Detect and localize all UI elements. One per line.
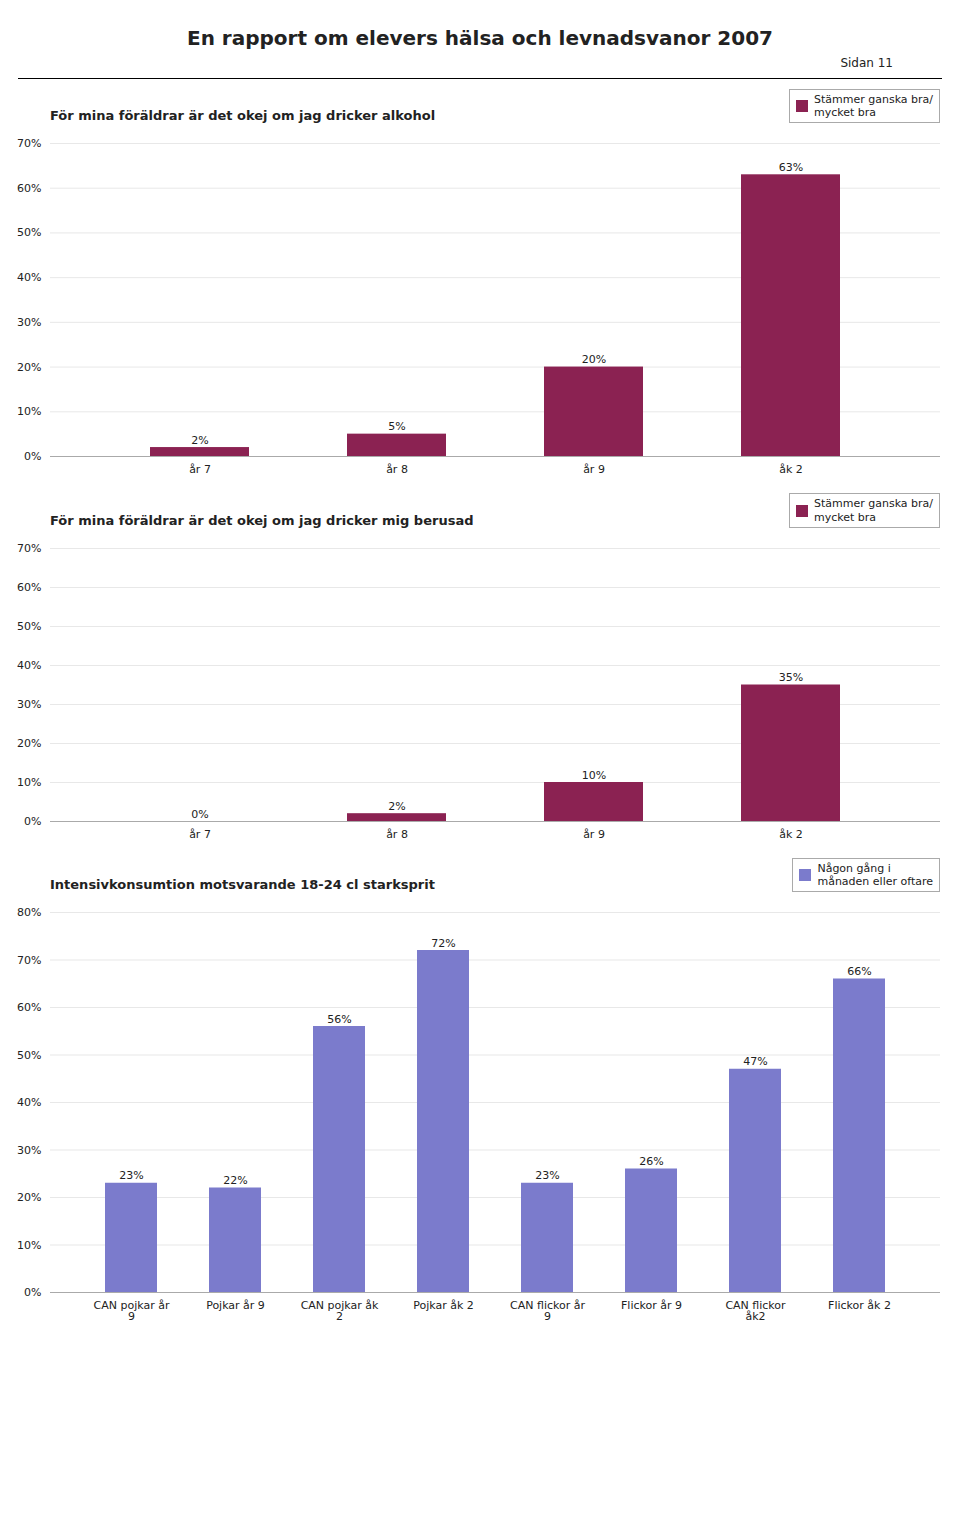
- svg-text:50%: 50%: [17, 620, 41, 633]
- svg-text:40%: 40%: [17, 659, 41, 672]
- svg-text:2%: 2%: [191, 434, 208, 447]
- svg-text:20%: 20%: [582, 353, 606, 366]
- svg-text:5%: 5%: [388, 421, 405, 434]
- svg-text:0%: 0%: [24, 815, 41, 828]
- svg-text:40%: 40%: [17, 1096, 41, 1109]
- svg-text:Flickor åk 2: Flickor åk 2: [828, 1299, 891, 1312]
- svg-text:47%: 47%: [743, 1055, 767, 1068]
- svg-text:70%: 70%: [17, 137, 41, 150]
- svg-text:60%: 60%: [17, 182, 41, 195]
- svg-text:10%: 10%: [17, 406, 41, 419]
- svg-text:60%: 60%: [17, 581, 41, 594]
- html-text:För mina föräldrar är det okej: För mina föräldrar är det okej om jag dr…: [50, 512, 474, 528]
- svg-text:år 7: år 7: [189, 464, 211, 477]
- svg-text:CAN pojkar år9: CAN pojkar år9: [94, 1299, 170, 1323]
- svg-text:70%: 70%: [17, 954, 41, 967]
- svg-text:23%: 23%: [119, 1169, 143, 1182]
- svg-text:66%: 66%: [847, 965, 871, 978]
- svg-text:CAN flickoråk2: CAN flickoråk2: [725, 1299, 786, 1323]
- html-text:Någon gång i månaden eller oft: Någon gång i månaden eller oftare: [817, 861, 933, 888]
- svg-text:20%: 20%: [17, 1191, 41, 1204]
- svg-text:23%: 23%: [535, 1169, 559, 1182]
- svg-text:30%: 30%: [17, 316, 41, 329]
- svg-text:CAN flickor år9: CAN flickor år9: [510, 1299, 585, 1323]
- svg-text:72%: 72%: [431, 937, 455, 950]
- html-text:En rapport om elevers hälsa oc: En rapport om elevers hälsa och levnadsv…: [187, 26, 773, 50]
- html-text:För mina föräldrar är det okej: För mina föräldrar är det okej om jag dr…: [50, 108, 436, 124]
- svg-text:50%: 50%: [17, 1049, 41, 1062]
- svg-text:40%: 40%: [17, 272, 41, 285]
- svg-text:20%: 20%: [17, 361, 41, 374]
- svg-text:åk 2: åk 2: [779, 828, 803, 841]
- svg-text:20%: 20%: [17, 737, 41, 750]
- svg-text:35%: 35%: [779, 671, 803, 684]
- svg-text:60%: 60%: [17, 1001, 41, 1014]
- svg-text:80%: 80%: [17, 906, 41, 919]
- svg-text:10%: 10%: [17, 776, 41, 789]
- svg-text:år 8: år 8: [386, 464, 408, 477]
- svg-text:CAN pojkar åk2: CAN pojkar åk2: [301, 1299, 379, 1323]
- svg-text:2%: 2%: [388, 799, 405, 812]
- svg-text:30%: 30%: [17, 1144, 41, 1157]
- html-text:Stämmer ganska bra/ mycket bra: Stämmer ganska bra/ mycket bra: [814, 497, 933, 524]
- svg-text:Flickor år 9: Flickor år 9: [621, 1299, 682, 1312]
- svg-text:år 8: år 8: [386, 828, 408, 841]
- svg-text:Pojkar år 9: Pojkar år 9: [206, 1299, 265, 1312]
- svg-text:Pojkar åk 2: Pojkar åk 2: [413, 1299, 474, 1312]
- html-text:Sidan 11: Sidan 11: [840, 56, 893, 70]
- svg-text:år 9: år 9: [583, 464, 605, 477]
- svg-text:10%: 10%: [582, 768, 606, 781]
- svg-text:0%: 0%: [24, 1286, 41, 1299]
- svg-text:63%: 63%: [779, 161, 803, 174]
- svg-text:0%: 0%: [24, 450, 41, 463]
- svg-text:år 7: år 7: [189, 828, 211, 841]
- svg-text:0%: 0%: [191, 807, 208, 820]
- html-text:Intensivkonsumtion motsvarande: Intensivkonsumtion motsvarande 18-24 cl …: [50, 877, 435, 893]
- svg-text:56%: 56%: [327, 1013, 351, 1026]
- svg-text:år 9: år 9: [583, 828, 605, 841]
- svg-text:26%: 26%: [639, 1155, 663, 1168]
- svg-text:70%: 70%: [17, 542, 41, 555]
- svg-text:50%: 50%: [17, 227, 41, 240]
- html-text:Stämmer ganska bra/ mycket bra: Stämmer ganska bra/ mycket bra: [814, 93, 933, 120]
- svg-text:10%: 10%: [17, 1239, 41, 1252]
- svg-text:22%: 22%: [223, 1174, 247, 1187]
- svg-text:åk 2: åk 2: [779, 464, 803, 477]
- svg-text:30%: 30%: [17, 698, 41, 711]
